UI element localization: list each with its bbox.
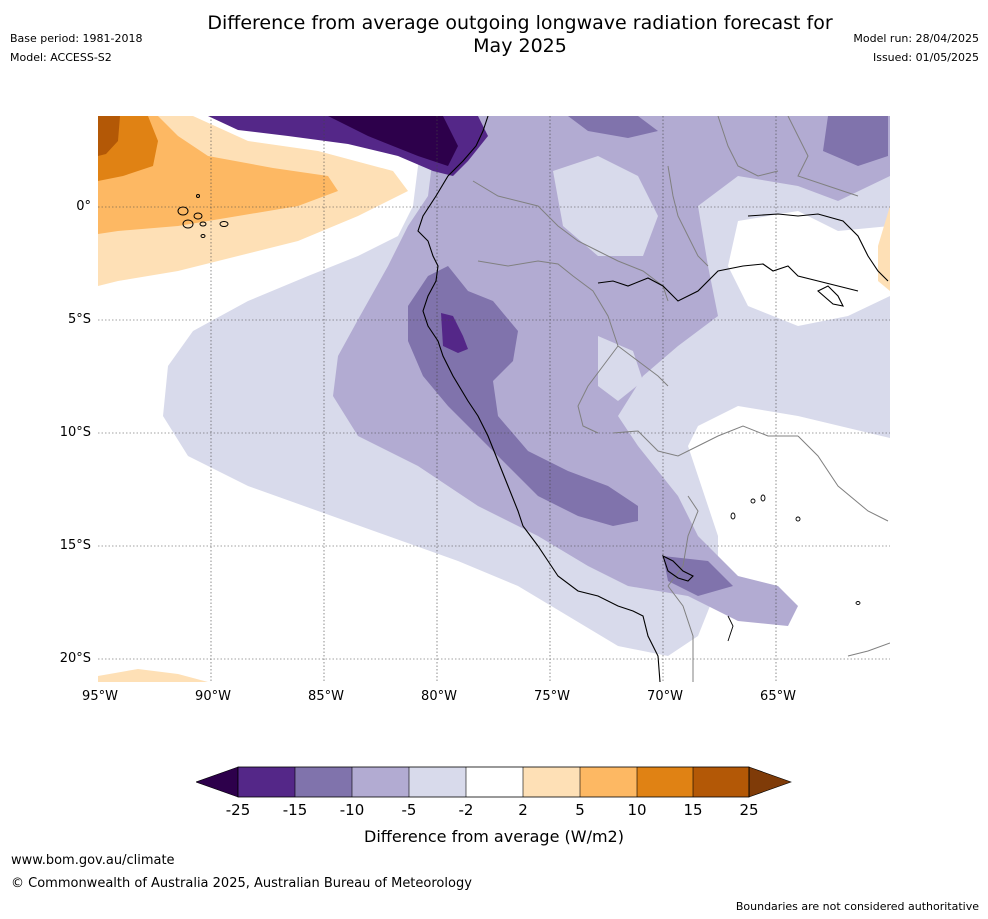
colorbar-dividers	[294, 767, 694, 797]
footer-url-link[interactable]: www.bom.gov.au/climate	[11, 853, 175, 868]
contour-cream-southwest	[98, 669, 208, 682]
lon-label-65w: 65°W	[760, 689, 796, 704]
lon-label-90w: 90°W	[195, 689, 231, 704]
contour-dark-lavender-east	[568, 116, 658, 138]
colorbar-bin-6	[523, 767, 580, 797]
contour-dark-lavender-southeast	[663, 556, 733, 596]
map-title-line2: May 2025	[473, 35, 567, 57]
contour-dark-orange-west	[98, 116, 120, 156]
colorbar-bin-2	[295, 767, 352, 797]
contour-dark-lavender-northeast	[823, 116, 888, 166]
lat-label-10s: 10°S	[59, 425, 91, 440]
issued-text: Issued: 01/05/2025	[872, 51, 979, 64]
lon-label-75w: 75°W	[534, 689, 570, 704]
colorbar-bin-7	[580, 767, 637, 797]
colorbar-extend-low	[196, 766, 239, 798]
lat-label-20s: 20°S	[59, 651, 91, 666]
colorbar-bin-9	[693, 767, 749, 797]
colorbar-tick: 25	[739, 801, 759, 819]
colorbar-extend-high	[748, 766, 792, 798]
contour-cream-east	[878, 206, 890, 291]
small-lakes	[727, 494, 861, 642]
lat-label-0: 0°	[76, 199, 91, 214]
colorbar-tick: 5	[575, 801, 585, 819]
lon-label-70w: 70°W	[647, 689, 683, 704]
colorbar-title: Difference from average (W/m2)	[364, 827, 624, 846]
map-title: Difference from average outgoing longwav…	[160, 12, 880, 58]
base-period-text: Base period: 1981-2018	[10, 32, 143, 45]
coastlines	[417, 116, 889, 682]
contour-deep-purple-north	[328, 116, 458, 166]
country-borders	[472, 116, 890, 682]
lat-label-15s: 15°S	[59, 538, 91, 553]
olr-anomaly-map	[98, 116, 890, 682]
lon-label-80w: 80°W	[421, 689, 457, 704]
colorbar-bin-8	[637, 767, 693, 797]
contour-dark-lavender	[408, 266, 638, 526]
colorbar-tick: -5	[401, 801, 417, 819]
lon-label-85w: 85°W	[308, 689, 344, 704]
contour-light-pocket-south	[598, 336, 643, 401]
contour-purple-offshore	[441, 313, 468, 353]
colorbar-tick: 15	[683, 801, 703, 819]
contour-light-orange-west	[98, 116, 338, 234]
colorbar-frame	[237, 766, 750, 798]
gridlines	[98, 116, 890, 682]
colorbar-bin-1	[238, 767, 295, 797]
model-run-text: Model run: 28/04/2025	[853, 32, 979, 45]
footer-disclaimer: Boundaries are not considered authoritat…	[735, 900, 979, 913]
colorbar-tick: -10	[339, 801, 365, 819]
colorbar-tick: -15	[282, 801, 308, 819]
lat-label-5s: 5°S	[67, 312, 91, 327]
lon-label-95w: 95°W	[82, 689, 118, 704]
colorbar-bin-5	[466, 767, 523, 797]
model-text: Model: ACCESS-S2	[10, 51, 112, 64]
colorbar-tick: -25	[225, 801, 251, 819]
map-title-line1: Difference from average outgoing longwav…	[207, 12, 833, 34]
colorbar	[196, 766, 792, 798]
footer-copyright: © Commonwealth of Australia 2025, Austra…	[11, 876, 472, 891]
contour-neutral-northeast	[728, 211, 890, 326]
colorbar-bin-4	[409, 767, 466, 797]
colorbar-tick: -2	[458, 801, 474, 819]
contour-light-pocket-north	[553, 156, 658, 256]
galapagos-islands	[177, 194, 229, 238]
colorbar-bin-3	[352, 767, 409, 797]
colorbar-tick: 10	[627, 801, 647, 819]
colorbar-tick: 2	[518, 801, 528, 819]
